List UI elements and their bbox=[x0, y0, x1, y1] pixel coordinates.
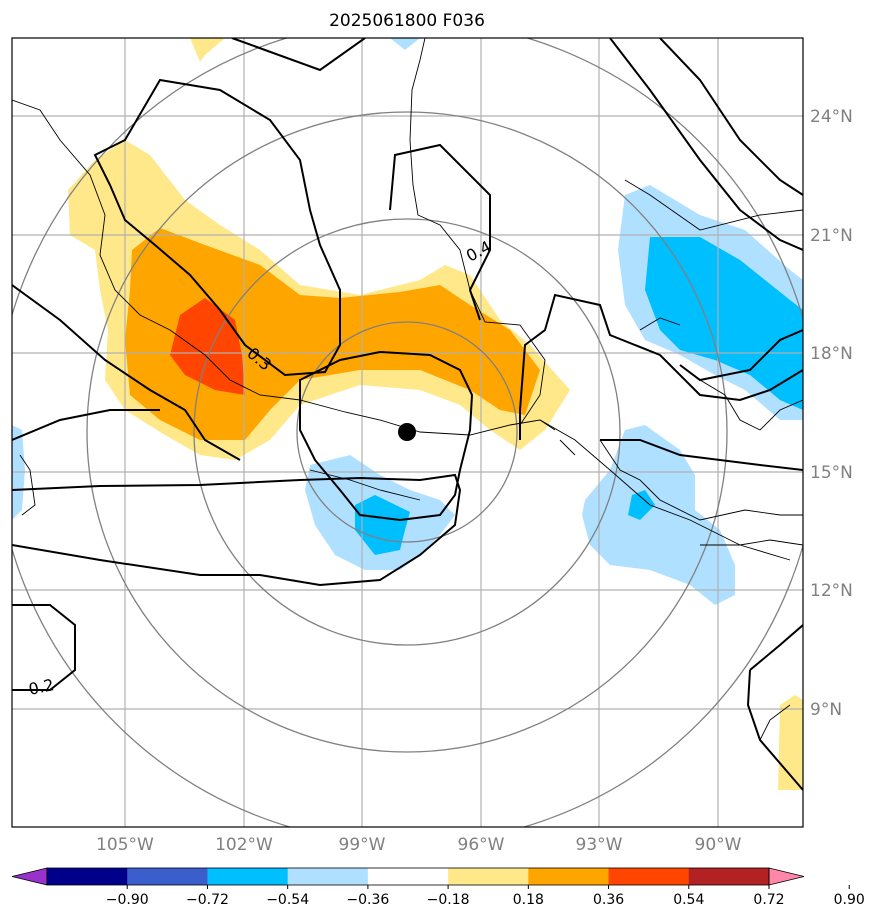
colorbar-segment bbox=[127, 868, 208, 885]
range-rings bbox=[12, 38, 803, 827]
shading-negative-center-mid bbox=[355, 495, 410, 555]
border-guatemala bbox=[539, 419, 576, 456]
coastline-yucatan bbox=[624, 179, 803, 431]
lat-label-24n: 24°N bbox=[810, 107, 853, 127]
lon-label-96w: 96°W bbox=[458, 835, 505, 855]
shading-negative-top bbox=[390, 38, 420, 50]
contour-east-upper bbox=[609, 38, 803, 251]
range-ring-1 bbox=[296, 321, 518, 543]
lon-label-105w: 105°W bbox=[96, 835, 154, 855]
colorbar-label: 0.18 bbox=[513, 892, 544, 908]
lat-label-21n: 21°N bbox=[810, 226, 853, 246]
colorbar-border bbox=[46, 867, 770, 886]
colorbar-label: 0.90 bbox=[834, 892, 865, 908]
lon-label-90w: 90°W bbox=[695, 835, 742, 855]
colorbar-label: −0.54 bbox=[266, 892, 309, 908]
lon-label-93w: 93°W bbox=[576, 835, 623, 855]
colorbar-segment bbox=[528, 868, 610, 885]
contour-left-upper bbox=[12, 284, 241, 461]
contour-north-loop bbox=[93, 78, 341, 377]
colorbar-segment bbox=[608, 868, 690, 885]
colorbar-segment bbox=[688, 868, 770, 885]
storm-center-dot bbox=[398, 423, 416, 441]
shading-negative-southeast-mid bbox=[628, 490, 655, 520]
range-ring-2 bbox=[193, 218, 621, 646]
contour-02 bbox=[12, 604, 76, 691]
colorbar-segment bbox=[207, 868, 289, 885]
lat-label-18n: 18°N bbox=[810, 344, 853, 364]
coast-west-baja bbox=[19, 454, 36, 516]
lon-tick-labels: 105°W 102°W 99°W 96°W 93°W 90°W bbox=[96, 835, 742, 855]
colorbar: −0.90 −0.72 −0.54 −0.36 −0.18 0.18 0.36 0.54 0.7… bbox=[11, 867, 865, 908]
shading-positive-high bbox=[170, 298, 245, 395]
range-ring-3 bbox=[86, 111, 728, 753]
colorbar-segment bbox=[47, 868, 128, 885]
contour-lines bbox=[12, 38, 803, 791]
colorbar-label: −0.36 bbox=[346, 892, 389, 908]
contour-southeast bbox=[746, 624, 803, 791]
map-border bbox=[11, 37, 804, 828]
colorbar-label: 0.36 bbox=[593, 892, 624, 908]
contour-east-mid bbox=[659, 38, 803, 196]
shading-positive-bottom-right bbox=[778, 695, 803, 790]
shading-negative-east-mid bbox=[645, 237, 803, 410]
lat-tick-labels: 24°N 21°N 18°N 15°N 12°N 9°N bbox=[810, 107, 853, 720]
colorbar-segment bbox=[367, 868, 449, 885]
contour-label-0-2: 0.2 bbox=[27, 675, 56, 699]
coastline-gulf-mexico bbox=[409, 38, 546, 426]
lon-label-102w: 102°W bbox=[215, 835, 273, 855]
contour-east-lower bbox=[600, 329, 803, 471]
coastline-central-america bbox=[599, 439, 803, 546]
colorbar-segment bbox=[448, 868, 529, 885]
colorbar-extend-low bbox=[11, 867, 48, 886]
lon-label-99w: 99°W bbox=[339, 835, 386, 855]
colorbar-extend-high bbox=[768, 867, 805, 886]
lat-label-12n: 12°N bbox=[810, 581, 853, 601]
lat-label-9n: 9°N bbox=[810, 700, 842, 720]
colorbar-segment bbox=[287, 868, 369, 885]
colorbar-label: −0.18 bbox=[427, 892, 470, 908]
colorbar-label: 0.72 bbox=[753, 892, 784, 908]
shading-positive-top bbox=[190, 38, 225, 62]
colorbar-label: −0.90 bbox=[106, 892, 149, 908]
contour-lower bbox=[12, 473, 462, 587]
map-content: 0.4 0.3 0.2 bbox=[12, 38, 803, 827]
contour-03 bbox=[12, 409, 160, 441]
colorbar-label: −0.72 bbox=[186, 892, 229, 908]
map-title: 2025061800 F036 bbox=[329, 11, 485, 31]
colorbar-label: 0.54 bbox=[673, 892, 704, 908]
coast-southern-panel bbox=[309, 469, 791, 741]
contour-04 bbox=[231, 38, 803, 440]
lat-label-15n: 15°N bbox=[810, 463, 853, 483]
